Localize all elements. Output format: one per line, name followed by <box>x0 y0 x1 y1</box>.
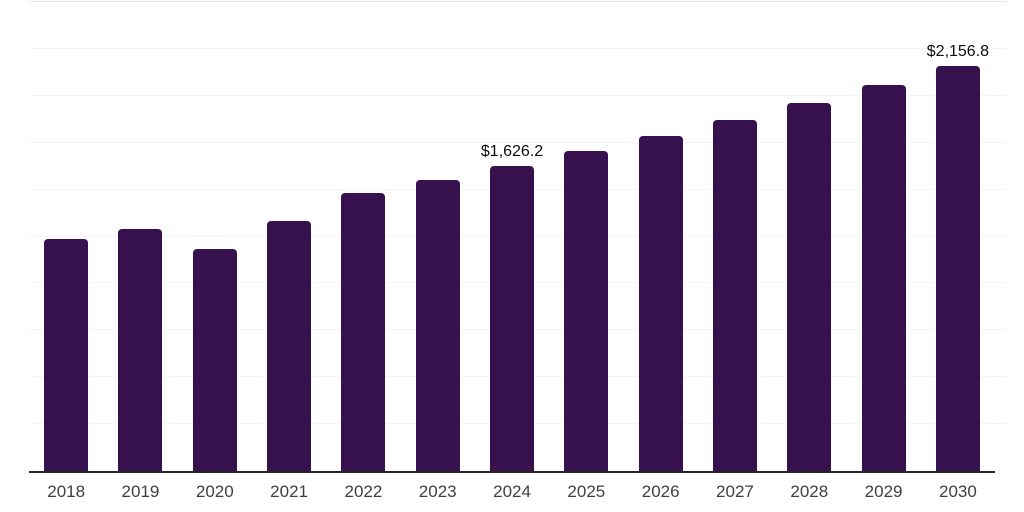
x-tick-label-2030: 2030 <box>938 482 977 501</box>
bar-group-2025 <box>549 2 623 471</box>
bar-group-2019 <box>103 2 177 471</box>
plot-area: $1,626.2 $2,156.8 <box>29 1 1007 473</box>
x-tick-label-2025: 2025 <box>567 482 606 501</box>
bar-2024 <box>490 165 535 471</box>
x-tick-label-2020: 2020 <box>195 482 234 501</box>
x-tick-label-2019: 2019 <box>121 482 160 501</box>
x-tick-label-2022: 2022 <box>344 482 383 501</box>
bar-2023 <box>415 179 460 471</box>
bar-2025 <box>564 151 609 471</box>
bar-group-2030: $2,156.8 <box>921 2 995 471</box>
bar-group-2028 <box>772 2 846 471</box>
x-tick-label-2021: 2021 <box>270 482 308 501</box>
bar-group-2026 <box>624 2 698 471</box>
gridline <box>29 47 1007 49</box>
bar-2026 <box>638 135 683 471</box>
bar-group-2024: $1,626.2 <box>475 2 549 471</box>
bar-group-2023 <box>401 2 475 471</box>
bar-2028 <box>787 102 832 471</box>
bar-group-2018 <box>29 2 103 471</box>
x-axis-labels: 2018 2019 2020 2021 2022 2023 2024 2025 2026 2027… <box>29 482 995 502</box>
bar-2020 <box>192 249 237 471</box>
x-tick-label-2023: 2023 <box>418 482 457 501</box>
x-axis-line <box>29 471 995 473</box>
x-tick-label-2024: 2024 <box>493 482 531 501</box>
gridline <box>29 1 1007 2</box>
bars-container: $1,626.2 $2,156.8 <box>29 2 995 471</box>
x-tick-label-2026: 2026 <box>641 482 680 501</box>
x-tick-label-2027: 2027 <box>716 482 754 501</box>
bar-2021 <box>267 220 312 471</box>
data-label-2030: $2,156.8 <box>926 43 990 61</box>
bar-2029 <box>861 84 906 471</box>
bar-group-2020 <box>178 2 252 471</box>
bar-group-2021 <box>252 2 326 471</box>
x-tick-label-2029: 2029 <box>864 482 903 501</box>
x-tick-label-2018: 2018 <box>47 482 86 501</box>
bar-2027 <box>712 119 757 471</box>
bar-2019 <box>118 228 163 471</box>
bar-group-2022 <box>326 2 400 471</box>
bar-2018 <box>44 238 89 471</box>
bar-group-2029 <box>846 2 920 471</box>
bar-group-2027 <box>698 2 772 471</box>
bar-2030 <box>935 66 980 471</box>
gridline <box>29 141 1007 143</box>
x-tick-label-2028: 2028 <box>790 482 829 501</box>
gridline <box>29 94 1007 96</box>
data-label-2024: $1,626.2 <box>480 142 544 160</box>
bar-2022 <box>341 192 386 471</box>
